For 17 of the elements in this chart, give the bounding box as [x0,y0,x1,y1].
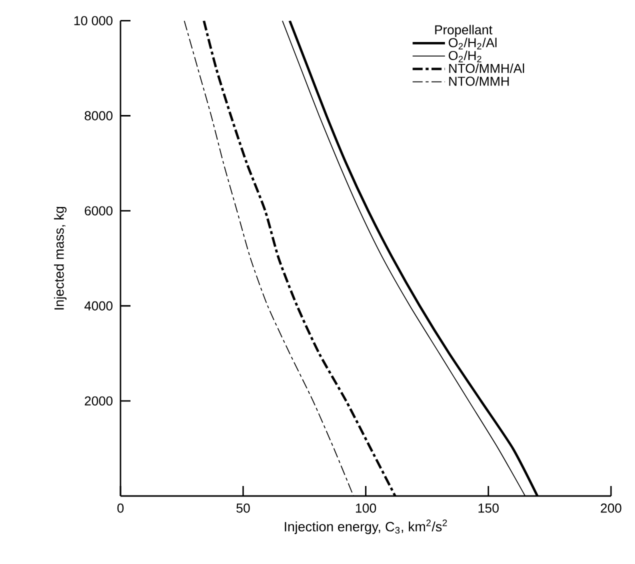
x-axis-title: Injection energy, C$_{3}$, km$^{2}$/s$^{2}$ [284,520,447,534]
x-tick-label: 200 [600,504,622,513]
y-tick-label: 10 000 [74,16,112,26]
y-tick-label: 8000 [84,111,112,120]
legend-title: Propellant [435,24,492,37]
legend-label: O$_{2}$/H$_{2}$/Al [448,38,497,50]
y-tick-label: 4000 [84,301,112,310]
legend-label: NTO/MMH/Al [449,63,524,73]
x-tick-label: 0 [117,504,124,513]
y-axis-title: Injected mass, kg [54,206,67,310]
x-tick-label: 150 [478,504,499,513]
legend-label: NTO/MMH [449,76,509,86]
y-tick-label: 2000 [84,396,112,406]
x-tick-label: 100 [356,504,376,513]
x-tick-label: 50 [236,504,250,513]
y-tick-label: 6000 [84,206,112,216]
legend-label: O$_{2}$/H$_{2}$ [448,50,482,62]
